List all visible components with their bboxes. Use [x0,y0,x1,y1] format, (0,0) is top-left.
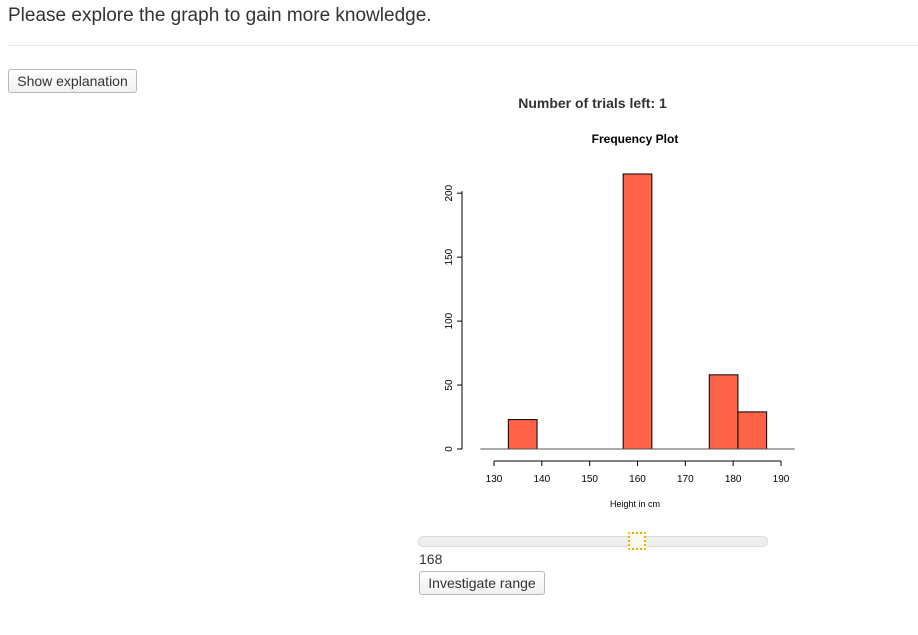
y-tick-label: 50 [444,379,455,391]
y-tick-label: 150 [444,248,455,265]
show-explanation-button[interactable]: Show explanation [8,69,137,93]
x-axis: 130 140 150 160 170 180 190 [486,460,790,485]
x-tick-label: 190 [773,474,790,485]
y-tick-label: 100 [444,312,455,329]
x-tick-label: 150 [581,474,598,485]
y-tick-label: 200 [444,184,455,201]
x-tick-label: 170 [677,474,694,485]
histogram-bar [622,173,653,450]
histogram-bar [507,419,538,450]
x-axis-label: Height in cm [610,499,660,509]
histogram-bar [708,374,739,450]
bars [480,173,795,450]
frequency-histogram: Frequency Plot Height in cm 130 140 150 160… [444,132,795,509]
x-tick-label: 140 [533,474,550,485]
x-tick-label: 180 [725,474,742,485]
header-divider [8,45,918,46]
y-axis: 0 50 100 150 200 [444,184,463,452]
investigate-range-button[interactable]: Investigate range [419,571,545,595]
histogram-bar [737,411,768,450]
range-slider-track[interactable] [418,536,768,547]
page-title: Please explore the graph to gain more kn… [8,5,432,26]
trials-left-label: Number of trials left: 1 [518,95,667,111]
x-tick-label: 160 [629,474,646,485]
slider-value: 168 [419,551,443,567]
chart-title: Frequency Plot [592,132,679,146]
range-slider-handle[interactable] [628,532,647,550]
y-tick-label: 0 [444,446,455,452]
x-tick-label: 130 [486,474,503,485]
